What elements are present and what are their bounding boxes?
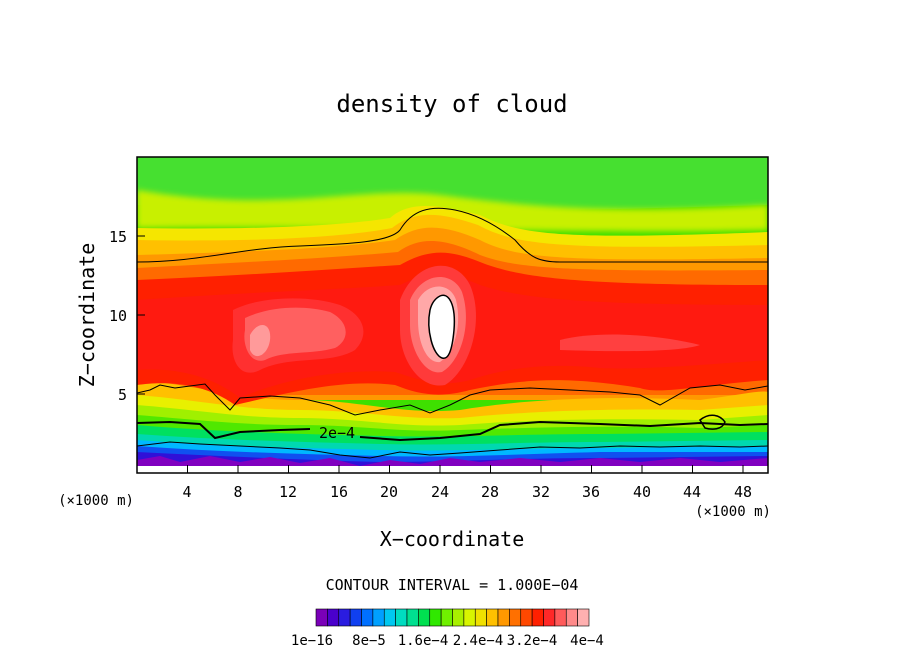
colorbar-swatch — [543, 608, 556, 627]
x-tick-label: 20 — [380, 483, 398, 501]
x-tick-label: 8 — [233, 483, 242, 501]
colorbar-label: 4e−4 — [570, 633, 604, 649]
y-tick-label: 15 — [109, 228, 127, 246]
colorbar-label: 1.6e−4 — [398, 633, 449, 649]
y-tick-label: 10 — [109, 307, 127, 325]
colorbar-swatch — [418, 608, 431, 627]
colorbar-swatch — [406, 608, 419, 627]
colorbar-swatch — [327, 608, 340, 627]
y-tick-label: 5 — [118, 386, 127, 404]
colorbar-label: 1e−16 — [291, 633, 333, 649]
colorbar-labels: 1e−16 8e−5 1.6e−4 2.4e−4 3.2e−4 4e−4 — [291, 633, 604, 649]
x-unit-label-left: (×1000 m) — [58, 493, 134, 509]
colorbar-swatch — [452, 608, 465, 627]
colorbar-label: 2.4e−4 — [453, 633, 504, 649]
x-tick-label: 40 — [633, 483, 651, 501]
colorbar-swatch — [486, 608, 499, 627]
colorbar-swatch — [509, 608, 522, 627]
colorbar-swatch — [463, 608, 476, 627]
heatmap-field — [137, 157, 768, 473]
x-tick-label: 4 — [182, 483, 191, 501]
colorbar — [315, 608, 590, 627]
colorbar-swatch — [395, 608, 408, 627]
contour-label: 2e−4 — [319, 424, 355, 442]
colorbar-label: 8e−5 — [352, 633, 386, 649]
x-axis-label: X−coordinate — [380, 527, 525, 551]
colorbar-swatch — [531, 608, 544, 627]
colorbar-swatch — [520, 608, 533, 627]
colorbar-swatch — [315, 608, 328, 627]
y-tick-labels: 5 10 15 — [109, 228, 127, 404]
contour-interval-text: CONTOUR INTERVAL = 1.000E−04 — [326, 576, 579, 594]
colorbar-swatch — [349, 608, 362, 627]
x-tick-label: 32 — [532, 483, 550, 501]
x-tick-label: 24 — [431, 483, 449, 501]
colorbar-swatch — [338, 608, 351, 627]
tick-marks — [137, 235, 744, 473]
x-tick-labels: 4 8 12 16 20 24 28 32 36 40 44 48 — [182, 483, 752, 501]
chart-title: density of cloud — [336, 90, 567, 118]
colorbar-swatch — [383, 608, 396, 627]
colorbar-label: 3.2e−4 — [507, 633, 558, 649]
colorbar-swatch — [565, 608, 578, 627]
colorbar-swatch — [429, 608, 442, 627]
x-tick-label: 44 — [683, 483, 701, 501]
x-tick-label: 28 — [481, 483, 499, 501]
x-tick-label: 48 — [734, 483, 752, 501]
y-axis-label: Z−coordinate — [75, 243, 99, 388]
colorbar-swatch — [361, 608, 374, 627]
x-tick-label: 16 — [330, 483, 348, 501]
x-tick-label: 36 — [582, 483, 600, 501]
x-unit-label-right: (×1000 m) — [695, 504, 771, 520]
colorbar-swatch — [474, 608, 487, 627]
colorbar-swatch — [497, 608, 510, 627]
colorbar-swatch — [372, 608, 385, 627]
colorbar-swatch — [440, 608, 453, 627]
colorbar-swatch — [577, 608, 590, 627]
x-tick-label: 12 — [279, 483, 297, 501]
colorbar-swatch — [554, 608, 567, 627]
